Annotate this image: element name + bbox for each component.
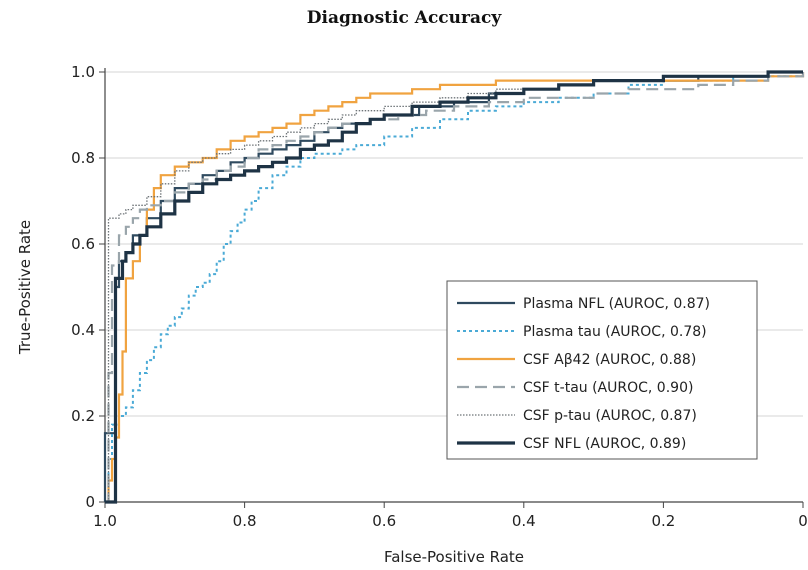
x-axis-label: False-Positive Rate [384,548,524,566]
legend: Plasma NFL (AUROC, 0.87) Plasma tau (AURO… [446,280,758,460]
legend-label-3: CSF t-tau (AUROC, 0.90) [523,380,693,396]
x-tick-label-4: 0.2 [651,512,675,530]
legend-label-0: Plasma NFL (AUROC, 0.87) [523,296,710,312]
axes: 0 0.2 0.4 0.6 0.8 1.0 1.0 0.8 0.6 0.4 0.2 0 [71,63,808,530]
y-tick-label-3: 0.6 [71,235,95,253]
legend-label-4: CSF p-tau (AUROC, 0.87) [523,408,697,424]
x-tick-label-5: 0 [798,512,808,530]
x-tick-label-2: 0.6 [372,512,396,530]
x-tick-label-3: 0.4 [512,512,536,530]
chart-title: Diagnostic Accuracy [306,8,502,28]
y-axis-label: True-Positive Rate [16,220,34,355]
x-tick-label-0: 1.0 [93,512,117,530]
series-line-5 [105,70,803,504]
series-line-2 [105,72,805,504]
series-line-3 [105,72,805,504]
y-tick-label-5: 1.0 [71,63,95,81]
legend-label-1: Plasma tau (AUROC, 0.78) [523,324,707,340]
x-tick-label-1: 0.8 [233,512,257,530]
y-tick-label-2: 0.4 [71,321,95,339]
y-tick-label-1: 0.2 [71,407,95,425]
legend-label-2: CSF Aβ42 (AUROC, 0.88) [523,352,696,368]
y-tick-label-0: 0 [85,493,95,511]
y-tick-label-4: 0.8 [71,149,95,167]
legend-label-5: CSF NFL (AUROC, 0.89) [523,436,686,452]
series-lines [103,70,805,504]
legend-box [446,280,758,460]
